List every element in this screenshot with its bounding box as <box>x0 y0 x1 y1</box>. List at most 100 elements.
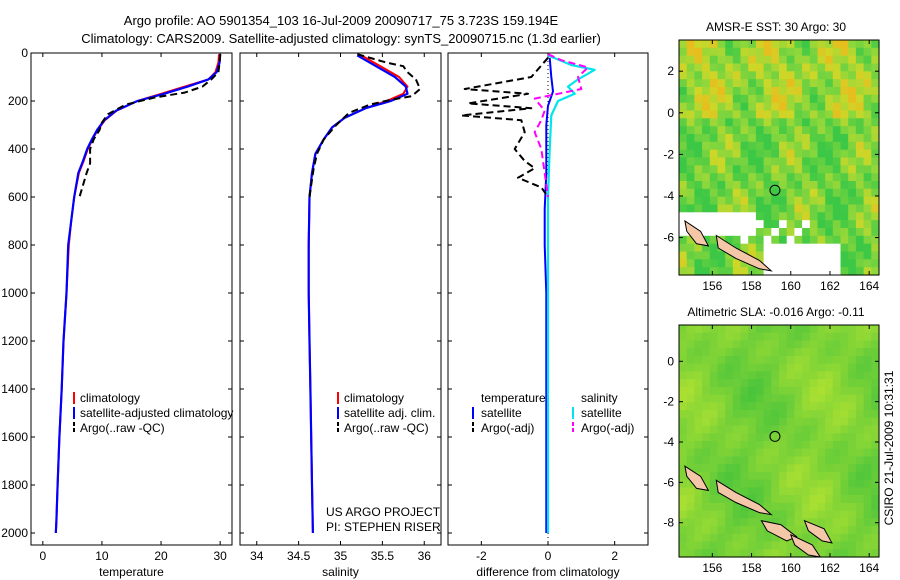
field-cell <box>779 386 788 396</box>
field-cell <box>740 417 749 427</box>
field-cell <box>863 355 872 365</box>
field-cell <box>802 495 811 504</box>
field-cell <box>771 55 780 65</box>
field-cell <box>763 141 772 151</box>
field-cell <box>840 47 849 57</box>
argo-location-marker <box>769 184 781 196</box>
field-cell <box>686 433 695 442</box>
field-cell <box>794 355 803 365</box>
field-cell <box>863 340 872 349</box>
field-cell <box>725 165 734 174</box>
field-cell <box>825 235 834 245</box>
field-cell <box>802 110 811 119</box>
field-cell <box>771 110 780 119</box>
field-cell <box>817 149 826 159</box>
field-cell <box>771 126 780 135</box>
field-cell <box>732 348 742 357</box>
field-cell <box>755 243 765 253</box>
field-cell <box>740 228 749 237</box>
field-cell <box>732 417 742 427</box>
field-cell <box>809 379 819 388</box>
field-cell <box>702 425 711 434</box>
field-cell <box>832 55 842 65</box>
field-cell <box>817 394 826 403</box>
field-cell <box>717 332 726 341</box>
field-cell <box>702 471 711 481</box>
field-cell <box>709 102 719 112</box>
field-cell <box>794 126 803 135</box>
plot-frame <box>30 52 233 546</box>
x-tick-label: 20 <box>154 549 168 563</box>
field-cell <box>694 549 703 558</box>
field-cell <box>725 549 734 558</box>
field-cell <box>732 220 742 229</box>
field-cell <box>748 79 757 88</box>
field-cell <box>709 235 719 245</box>
field-cell <box>817 448 826 457</box>
field-cell <box>732 363 742 372</box>
field-cell <box>855 394 865 403</box>
field-cell <box>709 471 719 481</box>
field-cell <box>825 157 834 166</box>
field-cell <box>771 212 780 221</box>
field-cell <box>802 40 811 49</box>
field-cell <box>871 417 880 427</box>
field-cell <box>855 220 865 229</box>
field-cell <box>809 243 819 253</box>
field-cell <box>855 448 865 457</box>
field-cell <box>802 471 811 481</box>
field-cell <box>817 118 826 127</box>
field-cell <box>702 355 711 365</box>
field-cell <box>779 417 788 427</box>
field-cell <box>848 394 857 403</box>
field-cell <box>694 363 703 372</box>
field-cell <box>794 549 803 558</box>
field-cell <box>755 363 765 372</box>
field-cell <box>779 134 788 143</box>
field-cell <box>763 371 772 380</box>
field-cell <box>871 212 880 221</box>
field-cell <box>763 533 772 543</box>
field-cell <box>825 379 834 388</box>
field-cell <box>694 379 703 388</box>
field-cell <box>725 332 734 341</box>
field-cell <box>825 47 834 57</box>
field-cell <box>825 196 834 206</box>
field-cell <box>863 363 872 372</box>
field-cell <box>855 141 865 151</box>
field-cell <box>825 251 834 260</box>
field-cell <box>679 464 688 473</box>
field-cell <box>863 441 872 450</box>
field-cell <box>779 55 788 65</box>
field-cell <box>763 165 772 174</box>
field-cell <box>817 157 826 166</box>
field-cell <box>871 188 880 198</box>
field-cell <box>786 212 795 221</box>
field-cell <box>825 433 834 442</box>
field-cell <box>717 181 726 190</box>
field-cell <box>740 79 749 88</box>
field-cell <box>694 220 703 229</box>
field-cell <box>709 259 719 268</box>
field-cell <box>709 212 719 221</box>
field-cell <box>871 165 880 174</box>
field-cell <box>825 79 834 88</box>
field-cell <box>763 94 772 104</box>
field-cell <box>755 340 765 349</box>
field-cell <box>871 204 880 213</box>
field-cell <box>786 149 795 159</box>
field-cell <box>871 371 880 380</box>
field-cell <box>871 79 880 88</box>
x-axis-label: difference from climatology <box>476 565 619 579</box>
field-cell <box>871 196 880 206</box>
field-cell <box>740 518 749 527</box>
field-cell <box>702 371 711 380</box>
field-cell <box>686 425 695 434</box>
field-cell <box>748 417 757 427</box>
field-cell <box>748 196 757 206</box>
field-cell <box>771 479 780 488</box>
field-cell <box>863 325 872 334</box>
field-cell <box>817 63 826 72</box>
field-cell <box>794 417 803 427</box>
x-tick-label: 30 <box>213 549 227 563</box>
